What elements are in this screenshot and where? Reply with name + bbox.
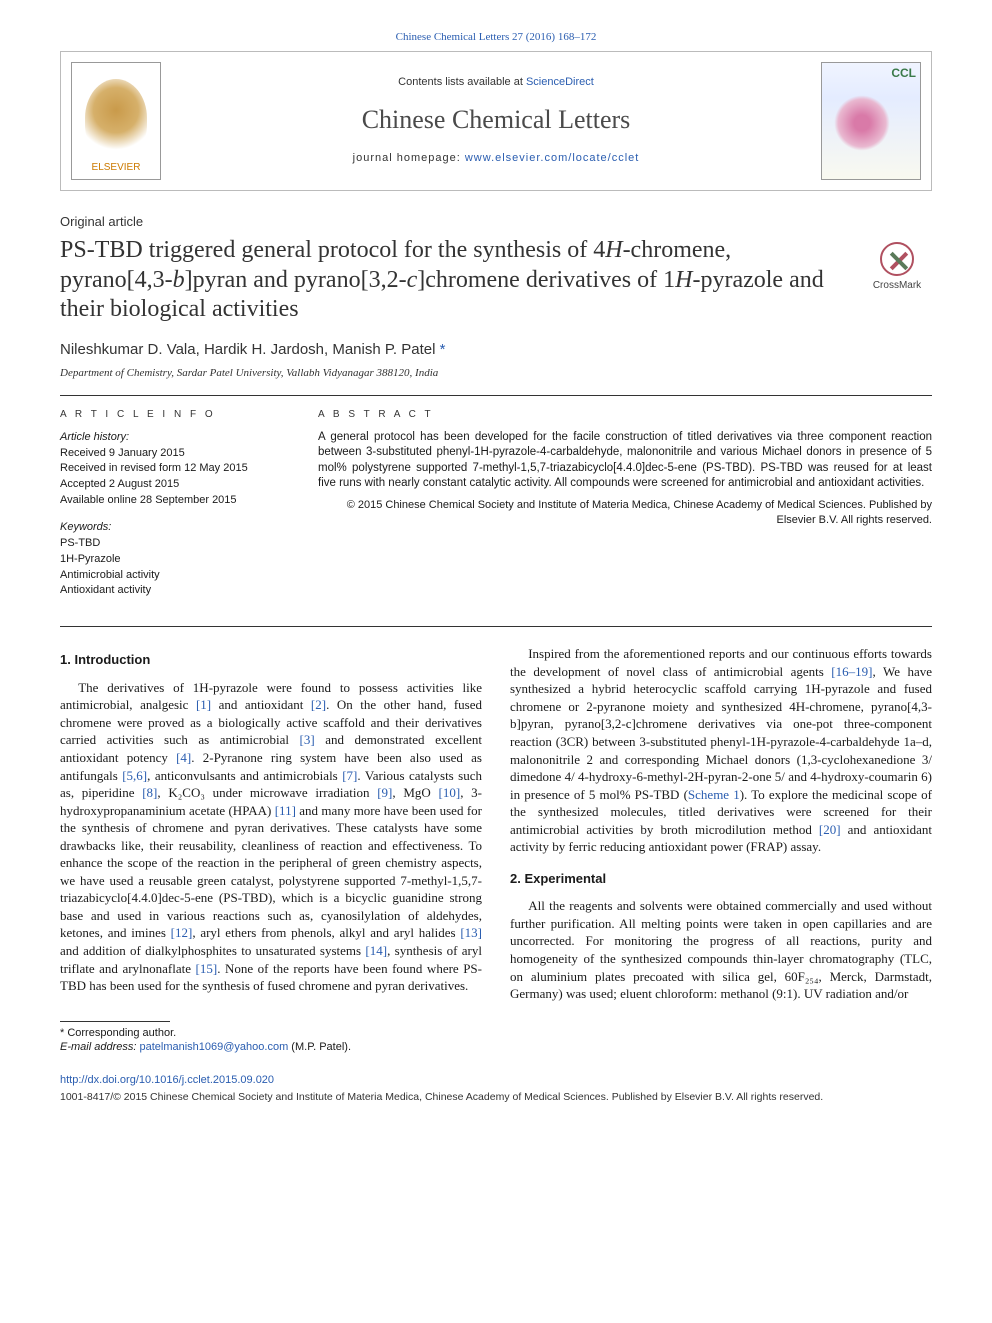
received-revised: Received in revised form 12 May 2015 (60, 461, 290, 476)
ref-7[interactable]: [7] (342, 768, 357, 783)
footnote-rule (60, 1021, 170, 1022)
email-suffix: (M.P. Patel). (288, 1041, 351, 1053)
authors: Nileshkumar D. Vala, Hardik H. Jardosh, … (60, 340, 932, 360)
crossmark-label: CrossMark (873, 279, 921, 293)
author-3: Manish P. Patel (332, 341, 435, 358)
intro-heading: 1. Introduction (60, 651, 482, 669)
elsevier-label: ELSEVIER (92, 161, 141, 175)
affiliation: Department of Chemistry, Sardar Patel Un… (60, 366, 932, 381)
kw-1: PS-TBD (60, 536, 290, 551)
online: Available online 28 September 2015 (60, 493, 290, 508)
body-columns: 1. Introduction The derivatives of 1H-py… (60, 645, 932, 1002)
ref-16-19[interactable]: [16–19] (831, 664, 872, 679)
t-o: . None of the reports (217, 961, 334, 976)
bottom-copyright: 1001-8417/© 2015 Chinese Chemical Societ… (60, 1090, 932, 1104)
ref-11[interactable]: [11] (275, 803, 296, 818)
crossmark-badge[interactable]: CrossMark (862, 242, 932, 293)
crossmark-icon (880, 242, 914, 276)
exp-text: All the reagents and solvents were obtai… (510, 898, 932, 1001)
abstract-copyright: © 2015 Chinese Chemical Society and Inst… (318, 498, 932, 528)
journal-header: ELSEVIER Contents lists available at Sci… (60, 51, 932, 191)
author-2: Hardik H. Jardosh (204, 341, 324, 358)
title-t1: PS-TBD triggered general protocol for th… (60, 237, 605, 263)
history-block: Article history: Received 9 January 2015… (60, 430, 290, 508)
ref-9[interactable]: [9] (377, 785, 392, 800)
journal-home: journal homepage: www.elsevier.com/locat… (171, 151, 821, 166)
received: Received 9 January 2015 (60, 446, 290, 461)
kw-3: Antimicrobial activity (60, 568, 290, 583)
experimental-heading: 2. Experimental (510, 870, 932, 888)
kw-2: 1H-Pyrazole (60, 552, 290, 567)
corresponding-footnote: * Corresponding author. E-mail address: … (60, 1026, 932, 1056)
doi: http://dx.doi.org/10.1016/j.cclet.2015.0… (60, 1073, 932, 1088)
title-t4: ]chromene derivatives of 1 (417, 267, 675, 293)
accepted: Accepted 2 August 2015 (60, 477, 290, 492)
t-f: , anticonvulsants and antimicrobials (147, 768, 342, 783)
title-i1: H (605, 237, 622, 263)
ref-3[interactable]: [3] (300, 732, 315, 747)
footnote-label: * Corresponding author. (60, 1026, 932, 1041)
email-label: E-mail address: (60, 1041, 139, 1053)
t-b: and antioxidant (211, 697, 311, 712)
experimental-para-1: All the reagents and solvents were obtai… (510, 897, 932, 1002)
keywords-label: Keywords: (60, 520, 290, 535)
ref-1[interactable]: [1] (196, 697, 211, 712)
keywords-block: Keywords: PS-TBD 1H-Pyrazole Antimicrobi… (60, 520, 290, 598)
abstract: A B S T R A C T A general protocol has b… (318, 408, 932, 610)
email-link[interactable]: patelmanish1069@yahoo.com (139, 1041, 288, 1053)
corresponding-marker[interactable]: * (440, 341, 446, 358)
ref-15[interactable]: [15] (196, 961, 218, 976)
elsevier-logo: ELSEVIER (71, 62, 161, 180)
article-type: Original article (60, 213, 932, 231)
journal-name: Chinese Chemical Letters (171, 102, 821, 137)
kw-4: Antioxidant activity (60, 583, 290, 598)
t-m: and addition of dialkylphosphites to uns… (60, 943, 365, 958)
t2-b: , We have synthesized a hybrid heterocyc… (510, 664, 932, 802)
author-1: Nileshkumar D. Vala (60, 341, 196, 358)
ref-10[interactable]: [10] (439, 785, 461, 800)
ref-12[interactable]: [12] (171, 925, 193, 940)
journal-home-link[interactable]: www.elsevier.com/locate/cclet (465, 152, 640, 164)
t-k: and many more have been used for the syn… (60, 803, 482, 941)
header-center: Contents lists available at ScienceDirec… (171, 75, 821, 166)
title-i2: b (173, 267, 185, 293)
journal-cover: CCL (821, 62, 921, 180)
doi-link[interactable]: http://dx.doi.org/10.1016/j.cclet.2015.0… (60, 1074, 274, 1086)
ref-8[interactable]: [8] (142, 785, 157, 800)
intro-para-2: Inspired from the aforementioned reports… (510, 645, 932, 856)
abstract-heading: A B S T R A C T (318, 408, 932, 422)
contents-line: Contents lists available at ScienceDirec… (171, 75, 821, 90)
info-abstract-row: A R T I C L E I N F O Article history: R… (60, 395, 932, 627)
ref-13[interactable]: [13] (460, 925, 482, 940)
t-i: , MgO (392, 785, 438, 800)
contents-prefix: Contents lists available at (398, 76, 526, 88)
home-prefix: journal homepage: (353, 152, 465, 164)
title-i3: c (407, 267, 418, 293)
ref-20[interactable]: [20] (819, 822, 841, 837)
intro-para-1: The derivatives of 1H-pyrazole were foun… (60, 679, 482, 995)
ccl-label: CCL (891, 65, 916, 81)
abstract-body: A general protocol has been developed fo… (318, 430, 932, 492)
top-citation-link[interactable]: Chinese Chemical Letters 27 (2016) 168–1… (396, 31, 597, 43)
title-t3: ]pyran and pyrano[3,2- (185, 267, 407, 293)
article-info: A R T I C L E I N F O Article history: R… (60, 408, 290, 610)
article-title: PS-TBD triggered general protocol for th… (60, 236, 846, 324)
elsevier-tree-icon (85, 79, 147, 157)
ref-5-6[interactable]: [5,6] (122, 768, 147, 783)
scheme-1-link[interactable]: Scheme 1 (688, 787, 740, 802)
history-label: Article history: (60, 430, 290, 445)
sciencedirect-link[interactable]: ScienceDirect (526, 76, 594, 88)
cover-art-icon (834, 95, 890, 151)
top-citation: Chinese Chemical Letters 27 (2016) 168–1… (60, 30, 932, 45)
t-h: , K₂CO₃ under microwave irradiation (157, 785, 377, 800)
ref-4[interactable]: [4] (176, 750, 191, 765)
info-heading: A R T I C L E I N F O (60, 408, 290, 422)
t-l: , aryl ethers from phenols, alkyl and ar… (192, 925, 460, 940)
title-i4: H (675, 267, 692, 293)
ref-14[interactable]: [14] (365, 943, 387, 958)
ref-2[interactable]: [2] (311, 697, 326, 712)
